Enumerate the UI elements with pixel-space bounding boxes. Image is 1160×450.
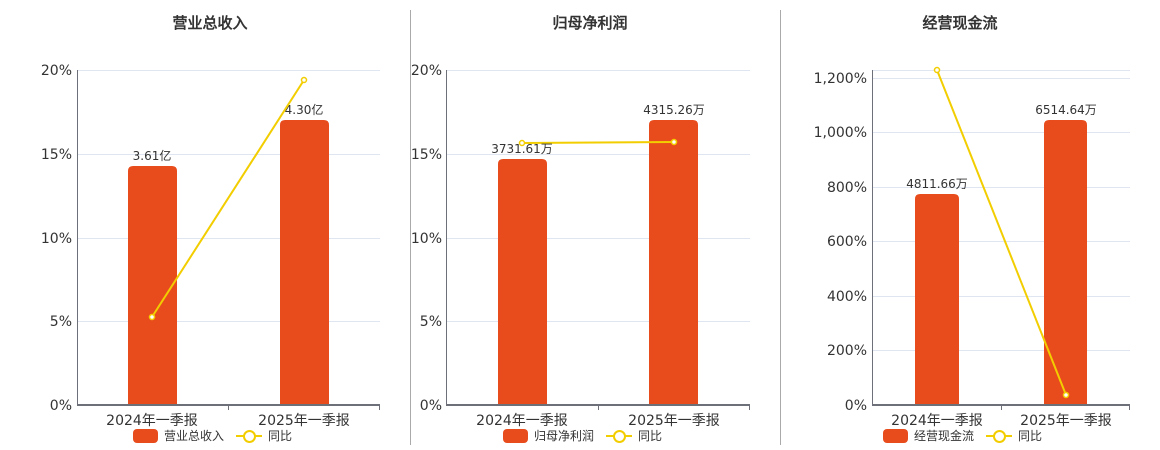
bar-2024 (498, 159, 547, 405)
chart-plot: 1,200% 1,000% 800% 600% 400% 200% 0% 481… (814, 66, 1130, 429)
svg-text:2024年一季报: 2024年一季报 (891, 413, 983, 429)
svg-text:0%: 0% (50, 398, 72, 414)
svg-text:4315.26万: 4315.26万 (643, 103, 705, 117)
svg-text:400%: 400% (827, 289, 867, 305)
legend-line-label[interactable]: 同比 (268, 429, 293, 443)
grid-lines (446, 70, 750, 322)
legend-line-circle-icon[interactable] (606, 429, 633, 443)
panel-divider (780, 10, 781, 445)
legend-bar-swatch[interactable] (133, 428, 158, 443)
svg-text:0%: 0% (845, 398, 867, 414)
svg-text:800%: 800% (827, 180, 867, 196)
grid-lines (77, 70, 380, 322)
legend[interactable]: 经营现金流 同比 (883, 427, 1042, 444)
svg-text:2025年一季报: 2025年一季报 (258, 413, 350, 429)
svg-text:5%: 5% (420, 314, 442, 330)
svg-text:15%: 15% (41, 147, 72, 163)
svg-text:1,000%: 1,000% (814, 125, 867, 141)
x-axis-labels: 2024年一季报 2025年一季报 (891, 413, 1112, 429)
svg-text:1,200%: 1,200% (814, 71, 867, 87)
yoy-line[interactable] (933, 66, 1070, 399)
bar-2024 (128, 166, 177, 405)
chart-title: 归母净利润 (552, 14, 628, 32)
bar-2025 (280, 120, 329, 405)
svg-text:10%: 10% (41, 231, 72, 247)
bar-value-labels: 3731.61万 4315.26万 (491, 103, 705, 156)
bars[interactable] (498, 120, 698, 405)
svg-text:200%: 200% (827, 343, 867, 359)
legend[interactable]: 归母净利润 同比 (503, 427, 662, 444)
svg-text:600%: 600% (827, 234, 867, 250)
chart-panel-operating-cash-flow: 经营现金流 1,200% 1,000% 800% 600% 400% 200% … (780, 0, 1160, 450)
legend-bar-swatch[interactable] (503, 428, 528, 443)
yoy-line[interactable] (148, 76, 308, 321)
panel-divider (410, 10, 411, 445)
svg-text:2024年一季报: 2024年一季报 (476, 413, 568, 429)
svg-text:2025年一季报: 2025年一季报 (628, 413, 720, 429)
svg-text:3.61亿: 3.61亿 (133, 148, 172, 163)
chart-title: 经营现金流 (922, 14, 998, 32)
bar-2025 (649, 120, 698, 405)
svg-text:15%: 15% (411, 147, 442, 163)
legend-line-circle-icon[interactable] (986, 429, 1013, 443)
y-axis-labels: 20% 15% 10% 5% 0% (411, 63, 442, 414)
x-axis-labels: 2024年一季报 2025年一季报 (476, 413, 720, 429)
legend-bar-label[interactable]: 经营现金流 (914, 429, 975, 443)
svg-text:2024年一季报: 2024年一季报 (106, 413, 198, 429)
svg-text:2025年一季报: 2025年一季报 (1020, 413, 1112, 429)
chart-plot: 20% 15% 10% 5% 0% 3731.61万 4315.26万 2024… (411, 63, 750, 429)
yoy-line[interactable] (518, 138, 678, 147)
legend-bar-label[interactable]: 归母净利润 (534, 429, 595, 443)
legend[interactable]: 营业总收入 同比 (133, 427, 292, 444)
svg-text:3731.61万: 3731.61万 (491, 142, 553, 156)
y-axis-labels: 20% 15% 10% 5% 0% (41, 63, 72, 414)
legend-bar-swatch[interactable] (883, 428, 908, 443)
legend-bar-label[interactable]: 营业总收入 (164, 429, 225, 443)
bar-2025 (1044, 120, 1087, 405)
chart-panel-net-profit: 归母净利润 20% 15% 10% 5% 0% 3731.61万 (410, 0, 780, 450)
svg-text:20%: 20% (411, 63, 442, 79)
svg-text:5%: 5% (50, 314, 72, 330)
legend-line-label[interactable]: 同比 (638, 429, 663, 443)
svg-text:0%: 0% (420, 398, 442, 414)
x-axis-labels: 2024年一季报 2025年一季报 (106, 413, 350, 429)
legend-line-circle-icon[interactable] (236, 429, 263, 443)
svg-text:6514.64万: 6514.64万 (1035, 103, 1097, 117)
legend-line-label[interactable]: 同比 (1018, 429, 1043, 443)
chart-panel-revenue: 营业总收入 20% 15% 10% 5% 0% 3.61亿 4.30亿 (0, 0, 400, 450)
svg-text:4811.66万: 4811.66万 (906, 177, 968, 191)
bar-2024 (915, 194, 959, 405)
svg-text:10%: 10% (411, 231, 442, 247)
svg-text:20%: 20% (41, 63, 72, 79)
chart-plot: 20% 15% 10% 5% 0% 3.61亿 4.30亿 2024年一季报 2… (41, 63, 380, 429)
svg-text:4.30亿: 4.30亿 (285, 102, 324, 117)
bars[interactable] (128, 120, 329, 405)
bar-value-labels: 3.61亿 4.30亿 (133, 102, 324, 163)
bars[interactable] (915, 120, 1087, 405)
bar-value-labels: 4811.66万 6514.64万 (906, 103, 1097, 191)
chart-title: 营业总收入 (172, 14, 248, 32)
y-axis-labels: 1,200% 1,000% 800% 600% 400% 200% 0% (814, 71, 867, 414)
